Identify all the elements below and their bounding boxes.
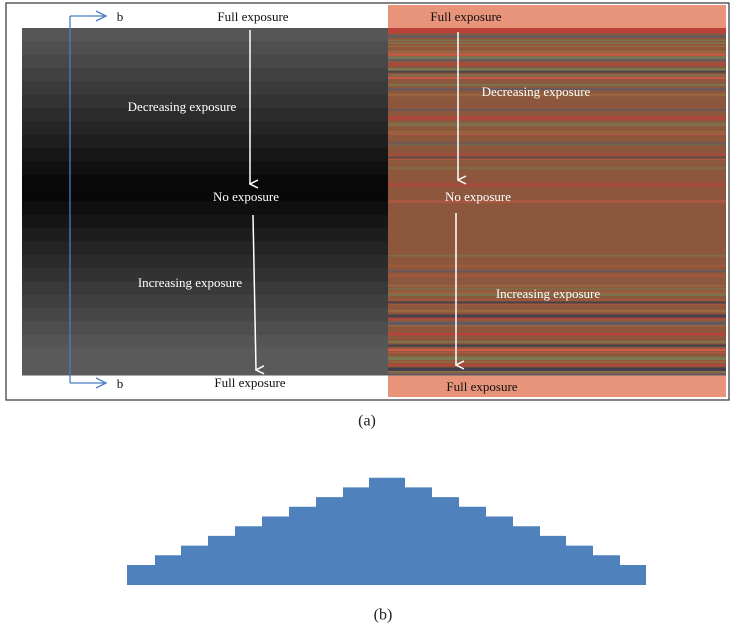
stripe [22, 255, 388, 269]
stripe [22, 175, 388, 189]
stripe [388, 349, 726, 351]
stripe [388, 35, 726, 37]
label: Full exposure [446, 379, 517, 394]
label: Decreasing exposure [128, 99, 237, 114]
stripe [388, 46, 726, 47]
stripe [22, 242, 388, 256]
label: No exposure [213, 189, 279, 204]
stripe [22, 41, 388, 55]
stripe [388, 333, 726, 335]
stripe [388, 345, 726, 347]
label: Full exposure [430, 9, 501, 24]
stripe [22, 348, 388, 362]
stripe [22, 202, 388, 216]
stripe [388, 153, 726, 155]
stripe [388, 53, 726, 55]
gray-image [22, 5, 388, 397]
stripe [388, 159, 726, 160]
stripe [388, 270, 726, 272]
stripe [388, 71, 726, 73]
stripe [22, 335, 388, 349]
stripe [388, 134, 726, 135]
caption: (a) [358, 413, 376, 430]
stripe [388, 185, 726, 187]
stripe [388, 367, 726, 370]
stripe [388, 116, 726, 119]
stripe [22, 68, 388, 82]
label: Full exposure [214, 375, 285, 390]
label: No exposure [445, 189, 511, 204]
stripe [22, 215, 388, 229]
stripe [388, 144, 726, 145]
stripe [22, 322, 388, 336]
stripe [388, 318, 726, 320]
stripe [388, 352, 726, 353]
stripe [388, 157, 726, 159]
label: Decreasing exposure [482, 84, 591, 99]
stripe [388, 40, 726, 41]
b-label: b [117, 9, 124, 24]
stripe [388, 341, 726, 343]
caption: (b) [374, 607, 393, 624]
stripe [388, 167, 726, 170]
stripe [388, 371, 726, 372]
stripe [388, 123, 726, 126]
stripe [388, 28, 726, 30]
stripe [388, 63, 726, 65]
stripe [388, 274, 726, 277]
stripe [22, 135, 388, 149]
stripe [388, 109, 726, 111]
stripe [388, 42, 726, 43]
stripe [388, 374, 726, 376]
stripe [22, 362, 388, 376]
stripe [22, 81, 388, 95]
stripe [388, 75, 726, 77]
stripe [388, 59, 726, 61]
color-image [388, 5, 726, 397]
stripe [388, 364, 726, 366]
stripe [388, 31, 726, 33]
stripe [22, 28, 388, 42]
stripe [388, 77, 726, 79]
stripe [22, 148, 388, 162]
stripe [22, 161, 388, 175]
stripe [22, 308, 388, 322]
stripe [22, 295, 388, 309]
b-label: b [117, 376, 124, 391]
stripe [388, 131, 726, 134]
stripe [388, 303, 726, 305]
stripe [22, 55, 388, 69]
stripe [22, 188, 388, 202]
label: Increasing exposure [138, 275, 243, 290]
step-pyramid [127, 478, 646, 585]
stripe [22, 121, 388, 135]
stripe [388, 200, 726, 203]
stripe [388, 322, 726, 325]
stripe [388, 361, 726, 362]
stripe [388, 314, 726, 317]
stripe [22, 228, 388, 242]
stripe [388, 255, 726, 257]
stripe [388, 325, 726, 326]
figure: b b Full exposure Decreasing exposure No… [0, 0, 734, 628]
label: Full exposure [217, 9, 288, 24]
stripe [388, 51, 726, 53]
stripe [388, 357, 726, 360]
label: Increasing exposure [496, 286, 601, 301]
stripe [388, 265, 726, 267]
stripe [388, 310, 726, 313]
